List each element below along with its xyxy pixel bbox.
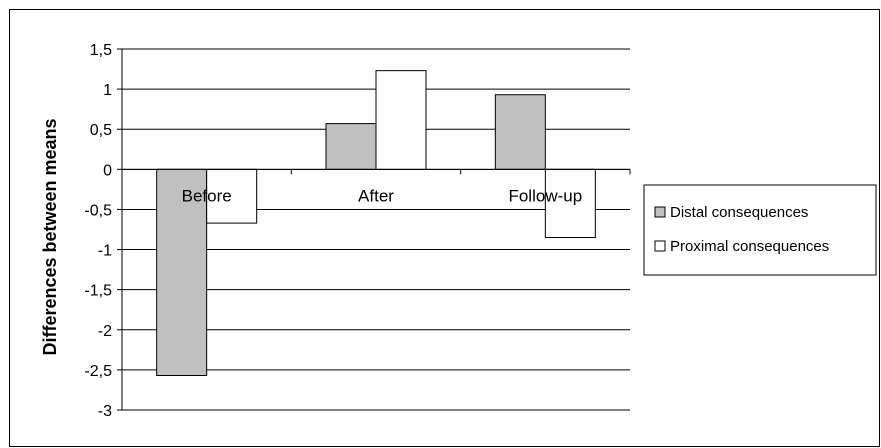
- y-tick-label: -2: [98, 323, 112, 340]
- legend-swatch-proximal: [654, 240, 666, 252]
- legend-swatch-distal: [654, 206, 666, 218]
- x-category-label: After: [358, 186, 394, 205]
- y-tick-label: -0,5: [84, 202, 112, 219]
- bars: [156, 70, 596, 377]
- x-category-label: Before: [182, 186, 232, 205]
- y-tick-label: 1: [103, 82, 112, 99]
- labels: 1,5 1 0,5 0 -0,5 -1 -1,5 -2 -2,5 -3 Before After Fol…: [84, 42, 582, 420]
- legend: Distal consequences Proximal consequence…: [643, 184, 877, 276]
- axes: [117, 48, 631, 411]
- legend-label-proximal: Proximal consequences: [670, 238, 829, 255]
- y-tick-label: 1,5: [90, 42, 112, 59]
- bar-proximal-before: [206, 168, 258, 224]
- legend-box: [643, 184, 877, 276]
- y-tick-label: 0,5: [90, 122, 112, 139]
- x-category-label: Follow-up: [508, 186, 582, 205]
- bar-proximal-after: [375, 70, 427, 170]
- bar-distal-after: [325, 123, 377, 170]
- y-tick-label: -3: [98, 403, 112, 420]
- bar-distal-follow-up: [494, 94, 546, 170]
- legend-label-distal: Distal consequences: [670, 204, 808, 221]
- bar-distal-before: [156, 168, 208, 377]
- y-tick-label: 0: [103, 162, 112, 179]
- bar-proximal-follow-up: [544, 168, 596, 239]
- y-tick-label: -2,5: [84, 363, 112, 380]
- y-axis-label: Differences between means: [40, 118, 60, 355]
- y-tick-label: -1: [98, 243, 112, 260]
- y-tick-label: -1,5: [84, 283, 112, 300]
